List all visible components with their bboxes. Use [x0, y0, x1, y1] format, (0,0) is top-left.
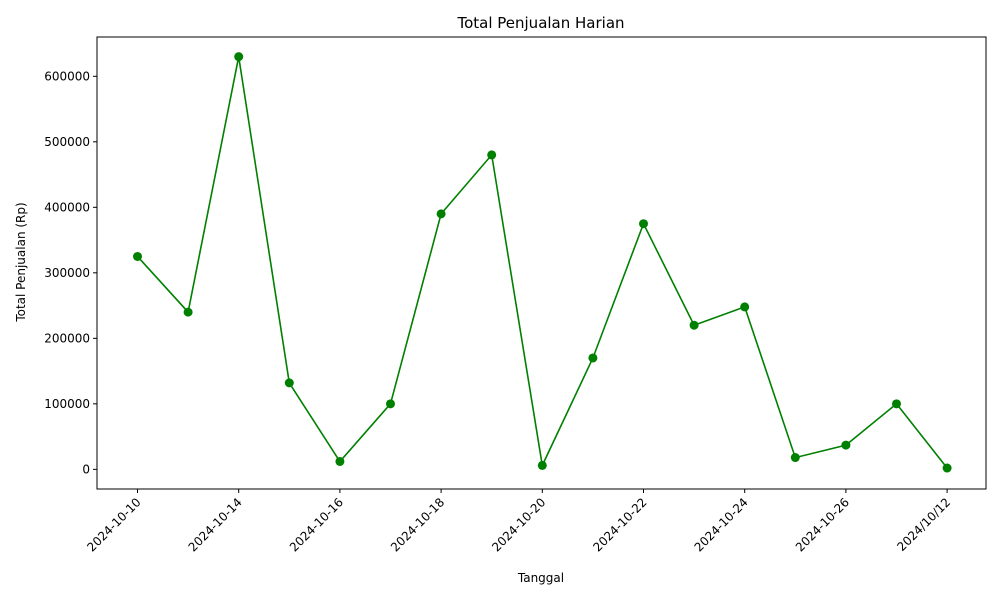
y-tick-label: 0	[82, 462, 90, 476]
data-point	[689, 320, 699, 330]
plot-frame	[96, 36, 987, 490]
data-point	[588, 353, 598, 363]
data-point	[841, 440, 851, 450]
data-point	[386, 399, 395, 409]
data-point	[133, 251, 142, 261]
y-axis-title: Total Penjualan (Rp)	[14, 202, 28, 322]
data-point	[639, 219, 648, 229]
y-tick-label: 200000	[44, 331, 90, 345]
y-tick-label: 400000	[44, 200, 90, 214]
series-group	[133, 52, 952, 473]
data-point	[537, 460, 547, 470]
x-axis-title: Tanggal	[517, 571, 564, 585]
data-point	[183, 307, 193, 317]
y-tick-label: 300000	[44, 266, 90, 280]
chart-title: Total Penjualan Harian	[456, 14, 624, 32]
y-tick-label: 600000	[44, 69, 90, 83]
data-point	[790, 453, 800, 463]
data-point	[335, 456, 345, 466]
y-tick-label: 100000	[44, 397, 90, 411]
data-point	[487, 150, 497, 160]
data-point	[740, 302, 750, 312]
data-point	[436, 209, 446, 219]
data-point	[284, 378, 294, 388]
y-axis: 0 100000 200000 300000 400000 500000 600000	[44, 69, 97, 476]
data-point	[234, 52, 244, 62]
data-point	[892, 399, 901, 409]
y-tick-label: 500000	[44, 135, 90, 149]
data-point	[942, 463, 952, 473]
